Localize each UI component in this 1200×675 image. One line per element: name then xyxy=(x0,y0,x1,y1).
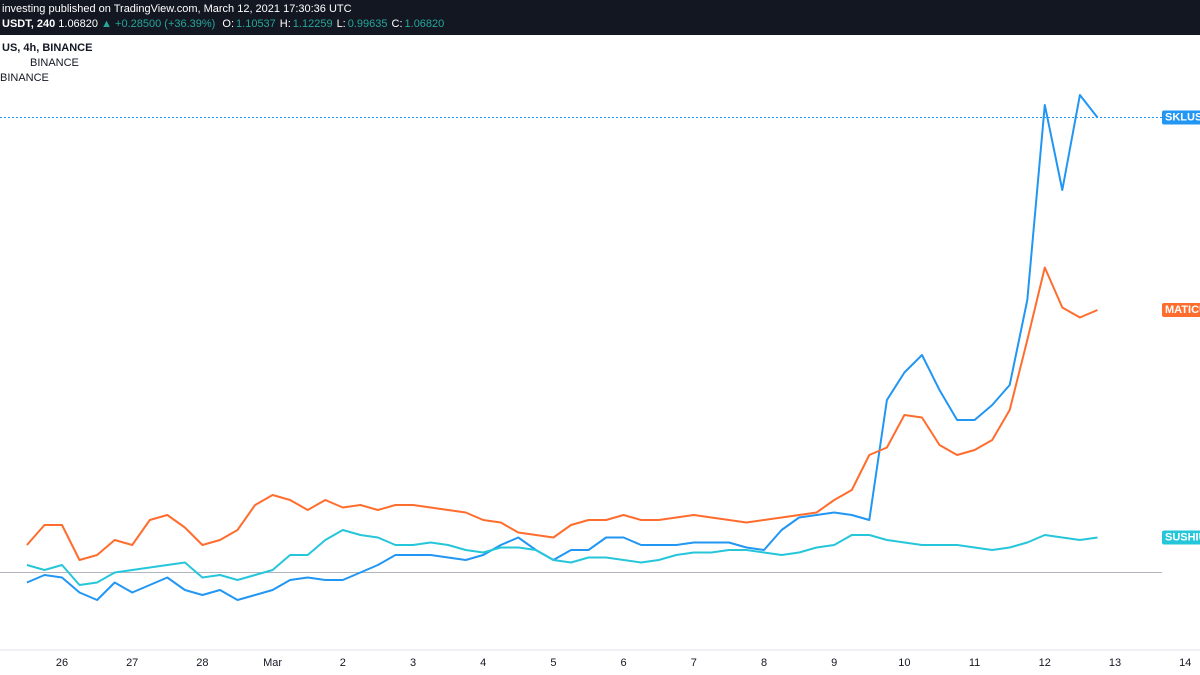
legend-entry: BINANCE xyxy=(30,57,79,69)
ohlc-label: L: xyxy=(337,18,346,30)
x-tick-label: 7 xyxy=(691,657,697,669)
x-tick-label: 6 xyxy=(621,657,627,669)
series-tag xyxy=(1162,530,1200,545)
series-line xyxy=(26,94,1099,601)
x-tick-label: Mar xyxy=(263,657,282,669)
x-tick-label: 3 xyxy=(410,657,416,669)
series-tag-label: MATICUSD xyxy=(1165,304,1200,316)
series-line xyxy=(26,529,1098,586)
series-tag xyxy=(1162,110,1200,125)
ohlc-value: 1.06820 xyxy=(405,18,445,30)
series-tag xyxy=(1162,303,1200,317)
change: ▲ +0.28500 (+36.39%) xyxy=(101,18,215,30)
x-tick-label: 5 xyxy=(550,657,556,669)
x-tick-label: 14 xyxy=(1179,657,1191,669)
x-tick-label: 12 xyxy=(1039,657,1051,669)
ohlc-label: O: xyxy=(222,18,234,30)
symbol: USDT, 240 xyxy=(2,18,55,30)
price: 1.06820 xyxy=(58,18,98,30)
ohlc-value: 1.12259 xyxy=(293,18,333,30)
ohlc-label: H: xyxy=(280,18,291,30)
x-tick-label: 28 xyxy=(196,657,208,669)
ohlc-value: 1.10537 xyxy=(236,18,276,30)
ohlc-line: USDT, 240 1.06820 ▲ +0.28500 (+36.39%) O… xyxy=(2,18,444,30)
x-tick-label: 2 xyxy=(340,657,346,669)
x-tick-label: 9 xyxy=(831,657,837,669)
header-bar xyxy=(0,0,1200,35)
ohlc-value: 0.99635 xyxy=(348,18,388,30)
x-tick-label: 10 xyxy=(898,657,910,669)
series-tag-label: SUSHIUSD xyxy=(1165,531,1200,543)
ohlc-label: C: xyxy=(392,18,403,30)
x-tick-label: 4 xyxy=(480,657,486,669)
legend-entry: BINANCE xyxy=(0,72,49,84)
x-tick-label: 11 xyxy=(969,657,980,669)
series-line xyxy=(26,266,1098,561)
x-tick-label: 13 xyxy=(1109,657,1121,669)
x-tick-label: 26 xyxy=(56,657,68,669)
publisher: investing published on TradingView.com, … xyxy=(2,3,352,15)
x-tick-label: 8 xyxy=(761,657,767,669)
x-tick-label: 27 xyxy=(126,657,138,669)
series-tag-label: SKLUSD xyxy=(1165,111,1200,123)
legend-entry: US, 4h, BINANCE xyxy=(2,42,92,54)
